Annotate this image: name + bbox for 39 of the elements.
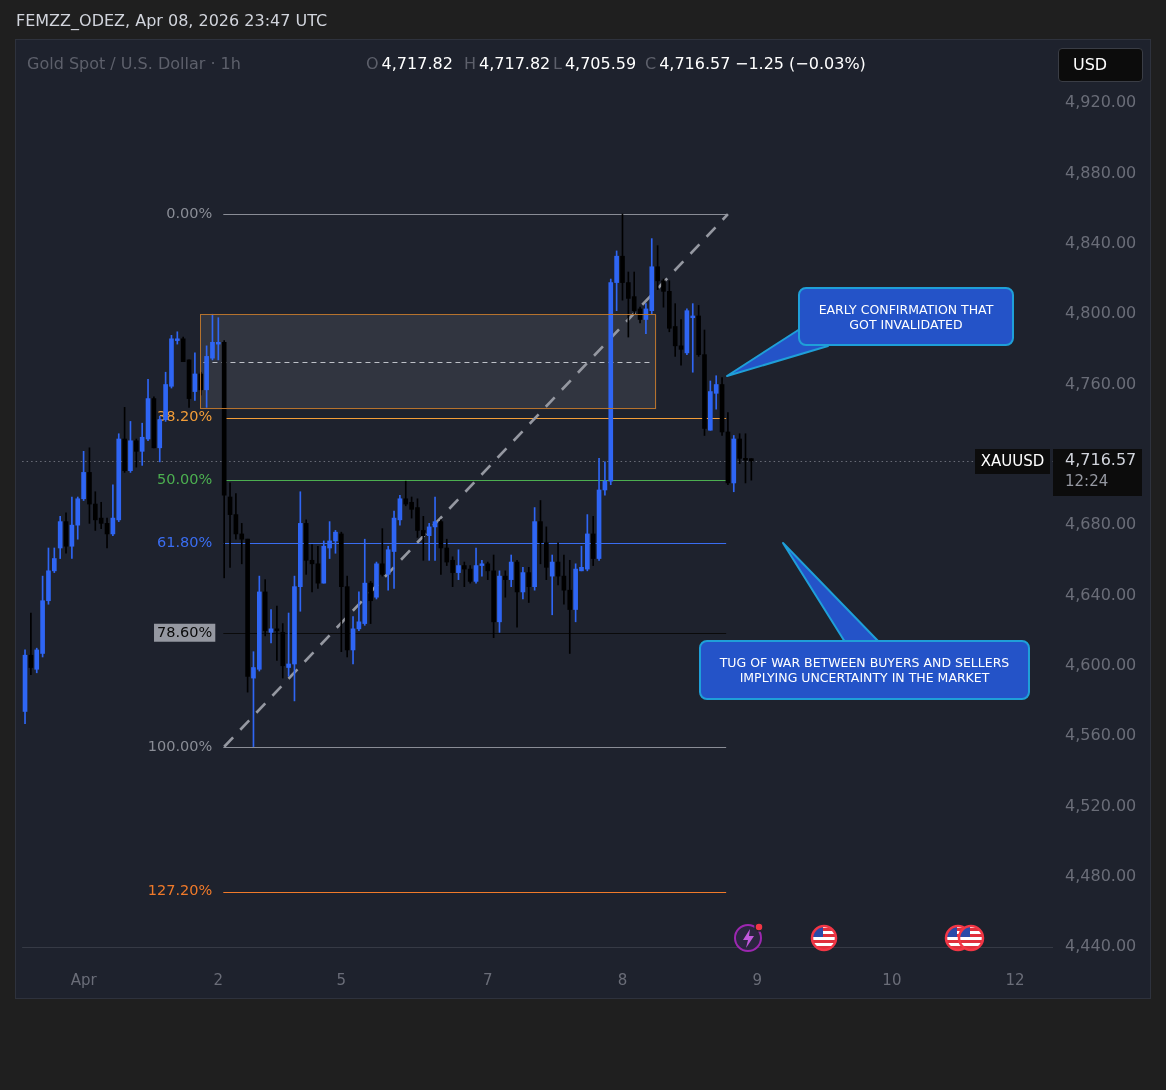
x-tick-label: Apr [70, 970, 98, 989]
y-tick-label: 4,716.57 [1065, 450, 1137, 470]
x-tick-label: 10 [882, 970, 902, 989]
y-tick-label: 4,440.00 [1065, 936, 1137, 956]
x-tick-label: 5 [336, 970, 347, 989]
y-tick-label: 4,840.00 [1065, 233, 1137, 253]
x-tick-label: 2 [213, 970, 224, 989]
ref-line-label: XAUUSD [975, 449, 1050, 474]
annotation: H 4,717.82 [464, 54, 551, 73]
y-axis-title: USD [1058, 48, 1143, 82]
y2-tick-label: 61.80% [157, 534, 213, 551]
text: Gold Spot / U.S. Dollar · 1h [27, 54, 241, 73]
y2-tick-label: 100.00% [147, 737, 213, 754]
y2-tick-label: 78.60% [157, 623, 213, 640]
annotation: O 4,717.82 [366, 54, 453, 73]
annotation: −1.25 (−0.03%) [735, 54, 866, 73]
text: 12:24 [1065, 472, 1109, 490]
y2-tick-label: 50.00% [157, 471, 213, 488]
y-tick-label: 4,880.00 [1065, 162, 1137, 182]
annotation: C 4,716.57 [645, 54, 731, 73]
x-tick-label: 12 [1005, 970, 1025, 989]
y-tick-label: 4,800.00 [1065, 303, 1137, 323]
y2-tick-label: 127.20% [147, 882, 213, 899]
annotation: L 4,705.59 [553, 54, 637, 73]
y-tick-label: 4,640.00 [1065, 584, 1137, 604]
y-tick-label: 4,480.00 [1065, 865, 1137, 885]
y-tick-label: 4,760.00 [1065, 373, 1137, 393]
text: FEMZZ_ODEZ, Apr 08, 2026 23:47 UTC [16, 11, 328, 30]
annotation: TUG OF WAR BETWEEN BUYERS AND SELLERS IMPLYING UNCERTAINTY IN THE MARKET [718, 655, 1011, 685]
x-tick-label: 9 [752, 970, 762, 989]
y-tick-label: 4,920.00 [1065, 92, 1137, 112]
y-tick-label: 4,680.00 [1065, 514, 1137, 534]
annotation: EARLY CONFIRMATION THAT GOT INVALIDATED [817, 301, 995, 332]
x-tick-label: 8 [617, 970, 628, 989]
y-tick-label: 4,560.00 [1065, 725, 1137, 745]
y-tick-label: 4,600.00 [1065, 654, 1137, 674]
x-tick-label: 7 [482, 970, 493, 989]
y-tick-label: 4,520.00 [1065, 795, 1137, 815]
y2-tick-label: 0.00% [166, 204, 213, 221]
